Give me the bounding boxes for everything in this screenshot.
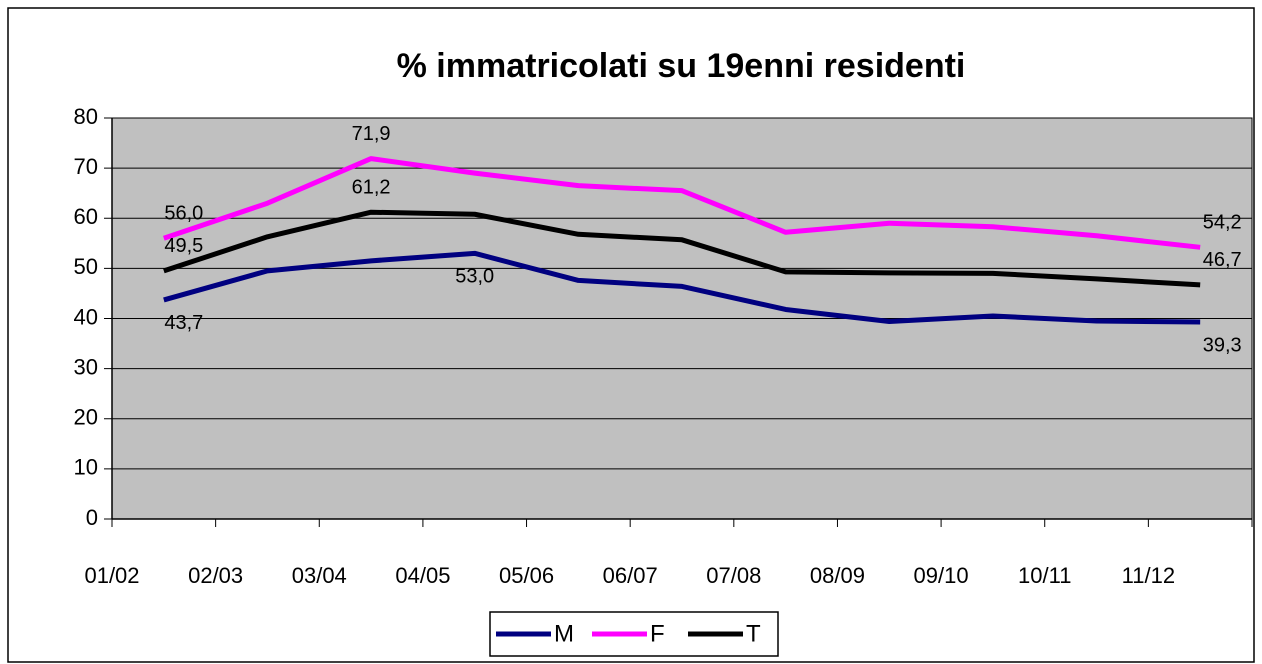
y-tick-label: 40 [74,304,98,329]
data-label: 43,7 [164,312,203,334]
legend-label: F [650,620,665,647]
y-tick-label: 10 [74,455,98,480]
x-tick-label: 11/12 [1122,563,1175,588]
y-tick-label: 20 [74,405,98,430]
x-tick-label: 07/08 [706,563,761,588]
x-tick-label: 01/02 [84,563,139,588]
x-tick-label: 06/07 [603,563,658,588]
data-label: 39,3 [1203,334,1242,356]
y-tick-label: 30 [74,354,98,379]
y-tick-label: 80 [74,104,98,129]
data-label: 46,7 [1203,249,1242,271]
x-tick-label: 03/04 [292,563,347,588]
data-label: 54,2 [1203,212,1242,234]
y-tick-label: 50 [74,254,98,279]
x-tick-label: 09/10 [914,563,969,588]
y-tick-label: 0 [86,505,98,530]
series-line [163,250,1201,325]
data-label: 53,0 [455,266,494,288]
series-line [163,209,1201,288]
data-label: 56,0 [164,203,203,225]
x-tick-label: 08/09 [810,563,865,588]
data-label: 61,2 [352,177,391,199]
y-tick-label: 60 [74,204,98,229]
x-tick-label: 04/05 [395,563,450,588]
chart-title: % immatricolati su 19enni residenti [397,47,966,85]
series-line [163,156,1201,250]
x-tick-label: 05/06 [499,563,554,588]
x-tick-label: 02/03 [188,563,243,588]
legend-label: M [554,620,574,647]
x-tick-label: 10/11 [1018,563,1071,588]
data-label: 71,9 [352,123,391,145]
data-label: 49,5 [164,235,203,257]
legend-label: T [746,620,761,647]
y-tick-label: 70 [74,154,98,179]
